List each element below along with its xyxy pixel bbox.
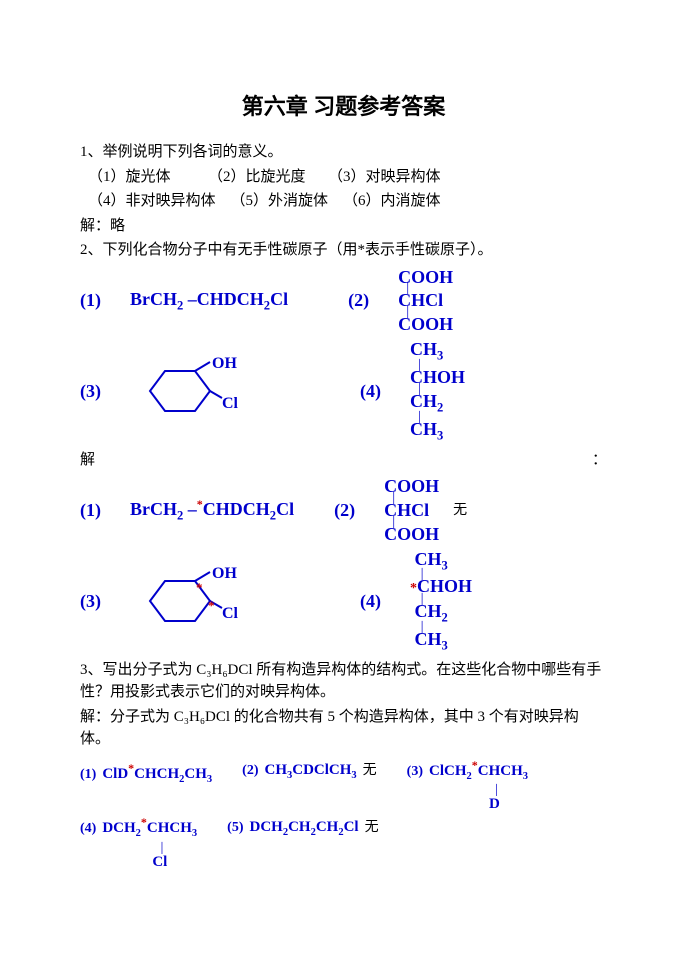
- q1-item-6: （6）内消旋体: [343, 193, 441, 209]
- q3-item-4: (4) DCH2*CHCH3 │ Cl: [80, 816, 197, 870]
- cyclohexane-icon: OH Cl: [130, 356, 240, 426]
- q2a-n2: (2): [334, 497, 384, 524]
- chapter-title: 第六章 习题参考答案: [80, 90, 607, 123]
- q2-f2: COOH │ CHCl │ COOH: [398, 268, 453, 335]
- q2a-row-1: (1) BrCH2 –*CHDCH2Cl (2) COOH │ CHCl │ C…: [80, 477, 607, 544]
- q2-row-2: (3) OH Cl (4) CH3 │ CHOH │ CH2 │ CH3: [80, 340, 607, 442]
- q1-item-3: （3）对映异构体: [328, 169, 441, 185]
- q2-stem: 2、下列化合物分子中有无手性碳原子（用*表示手性碳原子）。: [80, 239, 607, 262]
- q2-f4: CH3 │ CHOH │ CH2 │ CH3: [410, 340, 465, 442]
- svg-text:*: *: [208, 598, 215, 613]
- star-icon: *: [141, 815, 147, 829]
- q1-items-row1: （1）旋光体 （2）比旋光度 （3）对映异构体: [80, 166, 607, 189]
- q2-ans-r: ：: [592, 449, 607, 472]
- q2-f3: OH Cl: [130, 356, 240, 426]
- q1-item-5: （5）外消旋体: [231, 193, 329, 209]
- q2-f1: BrCH2 –CHDCH2Cl: [130, 286, 288, 315]
- q2a-n1: (1): [80, 497, 130, 524]
- q3-items: (1) ClD*CHCH2CH3 (2) CH3CDClCH3 无 (3) Cl…: [80, 759, 607, 870]
- q2-answer-label: 解 ：: [80, 449, 607, 472]
- q1-items-row2: （4）非对映异构体 （5）外消旋体 （6）内消旋体: [80, 190, 607, 213]
- svg-text:*: *: [196, 580, 203, 595]
- document-page: 第六章 习题参考答案 1、举例说明下列各词的意义。 （1）旋光体 （2）比旋光度…: [0, 0, 687, 971]
- q2-n3: (3): [80, 378, 130, 405]
- q2-n2: (2): [348, 287, 398, 314]
- q2a-f2: COOH │ CHCl │ COOH: [384, 477, 439, 544]
- q2a-n4: (4): [360, 588, 410, 615]
- q2a-wu2: 无: [453, 500, 467, 521]
- q3-answer: 解：分子式为 C₃H₆DCl 的化合物共有 5 个构造异构体，其中 3 个有对映…: [80, 706, 607, 751]
- svg-text:OH: OH: [212, 566, 237, 582]
- svg-text:Cl: Cl: [222, 605, 239, 622]
- svg-text:OH: OH: [212, 356, 237, 372]
- q2a-f3: OH * * Cl: [130, 566, 240, 636]
- q2a-f1: BrCH2 –*CHDCH2Cl: [130, 495, 294, 525]
- q1-item-1: （1）旋光体: [88, 169, 171, 185]
- q1-answer: 解：略: [80, 215, 607, 238]
- q2a-n3: (3): [80, 588, 130, 615]
- q3-item-2: (2) CH3CDClCH3 无: [242, 759, 377, 813]
- q2a-f4: CH3 │ *CHOH │ CH2 │ CH3: [410, 550, 472, 653]
- star-icon: *: [410, 581, 417, 596]
- svg-text:Cl: Cl: [222, 395, 239, 412]
- q2-n1: (1): [80, 287, 130, 314]
- q3-item-5: (5) DCH2CH2CH2Cl 无: [227, 816, 378, 870]
- q1-item-2: （2）比旋光度: [208, 169, 306, 185]
- q2-n4: (4): [360, 378, 410, 405]
- q3-item-3: (3) ClCH2*CHCH3 │ D: [407, 759, 528, 813]
- q2-ans-l: 解: [80, 449, 95, 472]
- q1-stem: 1、举例说明下列各词的意义。: [80, 141, 607, 164]
- q2a-row-2: (3) OH * * Cl (4) CH3 │ *CHOH │ CH2 │ CH…: [80, 550, 607, 653]
- q1-item-4: （4）非对映异构体: [88, 193, 216, 209]
- star-icon: *: [197, 497, 203, 511]
- q2-row-1: (1) BrCH2 –CHDCH2Cl (2) COOH │ CHCl │ CO…: [80, 268, 607, 335]
- star-icon: *: [472, 758, 478, 772]
- cyclohexane-star-icon: OH * * Cl: [130, 566, 240, 636]
- q3-item-1: (1) ClD*CHCH2CH3: [80, 759, 212, 813]
- q3-stem: 3、写出分子式为 C₃H₆DCl 所有构造异构体的结构式。在这些化合物中哪些有手…: [80, 659, 607, 704]
- star-icon: *: [128, 761, 134, 775]
